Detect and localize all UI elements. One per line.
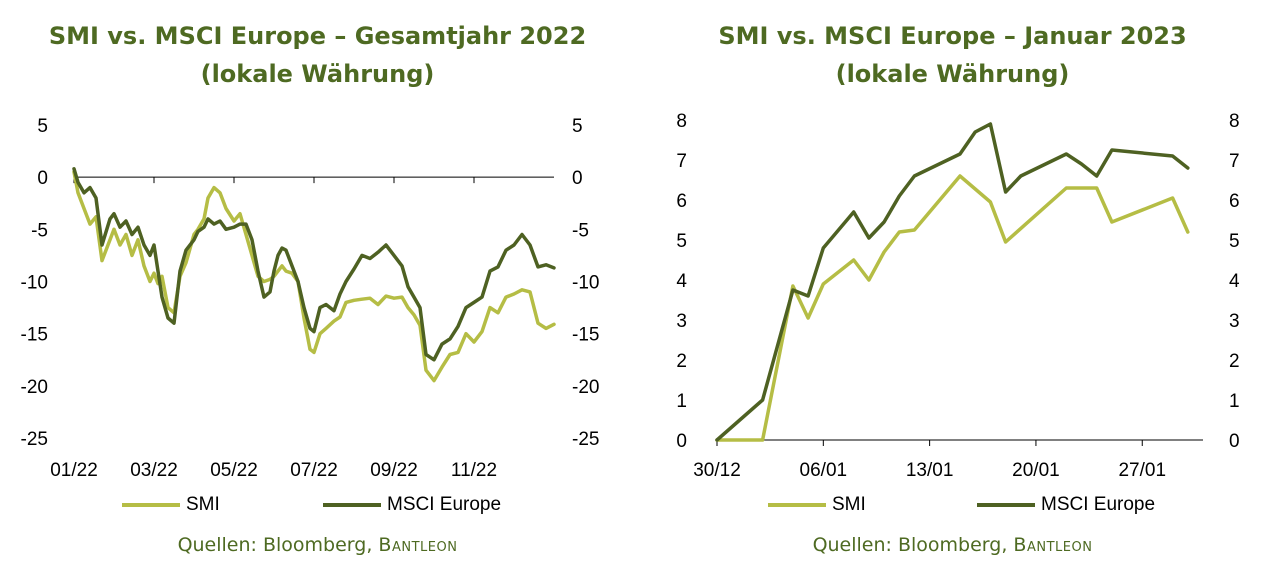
y-tick-label-right: -25	[572, 429, 599, 450]
series-line-msci-europe	[72, 167, 556, 362]
chart-panel-2022: SMI vs. MSCI Europe – Gesamtjahr 2022 (l…	[0, 22, 635, 556]
series-line-smi	[72, 170, 556, 383]
y-tick-label-right: -20	[572, 377, 599, 398]
line-chart-january-2023: 30/12 06/01 13/01 20/01 27/01 8 8 7 7 6 6 5 5 4 4 3 3 2 2 1…	[676, 111, 1240, 481]
legend-swatch-msci-europe	[977, 503, 1035, 507]
y-tick-label-right: 0	[572, 168, 583, 189]
y-tick-label-left: 0	[676, 431, 687, 452]
legend: SMI MSCI Europe	[635, 492, 1270, 518]
legend-label-msci-europe: MSCI Europe	[387, 494, 502, 515]
y-tick-label-right: 0	[1229, 431, 1240, 452]
x-tick-label: 27/01	[1118, 460, 1166, 481]
x-tick-label: 13/01	[906, 460, 954, 481]
y-tick-label-left: 3	[676, 311, 687, 332]
x-tick-label: 11/22	[451, 460, 497, 481]
y-tick-label-left: 0	[37, 168, 48, 189]
y-tick-label-left: -15	[21, 325, 48, 346]
y-tick-label-right: 1	[1229, 391, 1240, 412]
source-note: Quellen: Bloomberg, Bantleon	[0, 534, 635, 556]
y-tick-label-right: 5	[572, 116, 583, 137]
legend: SMI MSCI Europe	[0, 492, 635, 518]
y-tick-label-left: -5	[31, 220, 48, 241]
source-prefix: Quellen: Bloomberg,	[812, 534, 1014, 556]
y-tick-label-right: 4	[1229, 271, 1240, 292]
legend-item-smi: SMI	[122, 492, 220, 518]
y-tick-label-left: 6	[676, 191, 687, 212]
chart-title-line2: (lokale Währung)	[835, 60, 1070, 88]
y-tick-label-right: 3	[1229, 311, 1240, 332]
source-brand: Bantleon	[1013, 534, 1093, 556]
legend-item-smi: SMI	[768, 492, 866, 518]
source-brand: Bantleon	[378, 534, 458, 556]
y-tick-label-left: 2	[676, 351, 687, 372]
chart-title-line1: SMI vs. MSCI Europe – Januar 2023	[718, 22, 1187, 50]
y-tick-label-right: -5	[572, 220, 589, 241]
x-tick-label: 06/01	[800, 460, 848, 481]
source-prefix: Quellen: Bloomberg,	[177, 534, 379, 556]
legend-item-msci-europe: MSCI Europe	[977, 492, 1155, 518]
y-tick-label-left: -25	[21, 429, 48, 450]
chart-title-line1: SMI vs. MSCI Europe – Gesamtjahr 2022	[48, 22, 587, 50]
y-tick-label-right: -10	[572, 273, 599, 294]
legend-label-smi: SMI	[186, 494, 220, 515]
series-line-msci-europe	[715, 122, 1190, 442]
y-tick-label-left: 1	[676, 391, 687, 412]
legend-swatch-smi	[122, 503, 180, 507]
y-tick-label-left: 4	[676, 271, 687, 292]
x-tick-label: 01/22	[50, 460, 98, 481]
y-tick-label-right: 8	[1229, 111, 1240, 132]
legend-label-smi: SMI	[832, 494, 866, 515]
legend-swatch-msci-europe	[323, 503, 381, 507]
source-note: Quellen: Bloomberg, Bantleon	[635, 534, 1270, 556]
x-tick-label: 07/22	[290, 460, 338, 481]
y-tick-label-left: 5	[676, 231, 687, 252]
x-tick-label: 30/12	[693, 460, 741, 481]
x-tick-label: 20/01	[1012, 460, 1060, 481]
x-tick-label: 05/22	[210, 460, 258, 481]
y-tick-label-right: -15	[572, 325, 599, 346]
series-line-smi	[715, 174, 1190, 442]
y-tick-label-left: 7	[676, 151, 687, 172]
y-tick-label-right: 2	[1229, 351, 1240, 372]
y-tick-label-left: -20	[21, 377, 48, 398]
y-tick-label-right: 7	[1229, 151, 1240, 172]
legend-swatch-smi	[768, 503, 826, 507]
x-tick-label: 09/22	[370, 460, 418, 481]
chart-title-line2: (lokale Währung)	[200, 60, 435, 88]
y-tick-label-right: 5	[1229, 231, 1240, 252]
y-tick-label-right: 6	[1229, 191, 1240, 212]
y-tick-label-left: 8	[676, 111, 687, 132]
legend-item-msci-europe: MSCI Europe	[323, 492, 501, 518]
x-tick-label: 03/22	[130, 460, 178, 481]
line-chart-2022: 01/22 03/22 05/22 07/22 09/22 11/22 5 5 0 0 -5 -5 -1…	[21, 116, 600, 481]
chart-panel-january-2023: SMI vs. MSCI Europe – Januar 2023 (lokal…	[635, 0, 1270, 576]
y-tick-label-left: 5	[37, 116, 48, 137]
y-tick-label-left: -10	[21, 273, 48, 294]
legend-label-msci-europe: MSCI Europe	[1041, 494, 1156, 515]
